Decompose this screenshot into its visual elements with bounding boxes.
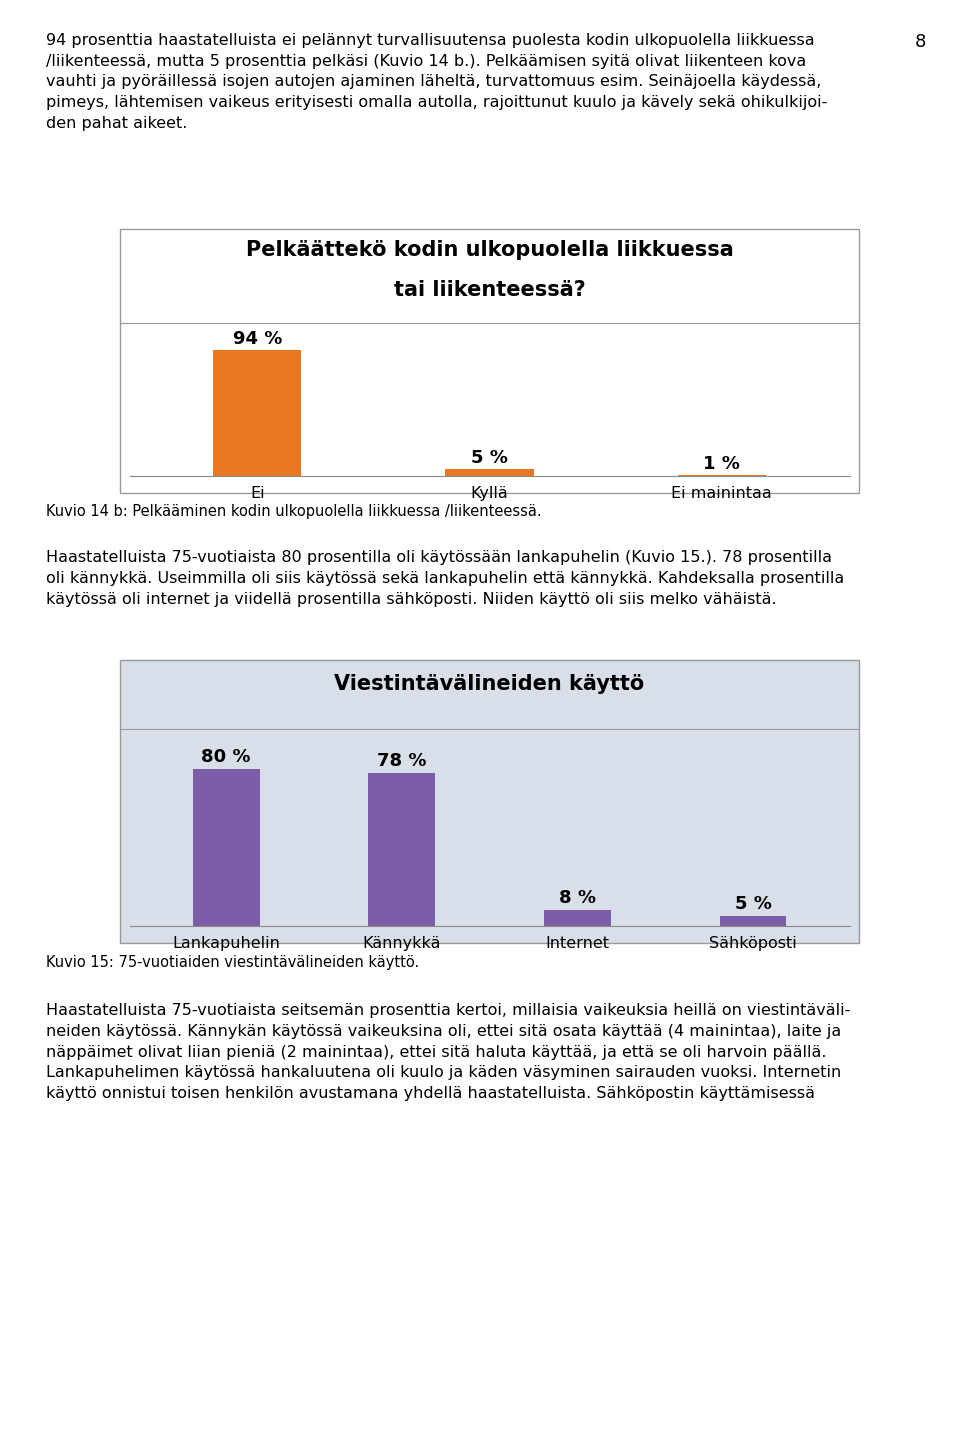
Text: näppäimet olivat liian pieniä (2 mainintaa), ettei sitä haluta käyttää, ja että : näppäimet olivat liian pieniä (2 mainint… (46, 1045, 827, 1059)
Bar (369, 773, 435, 926)
Text: Lankapuhelimen käytössä hankaluutena oli kuulo ja käden väsyminen sairauden vuok: Lankapuhelimen käytössä hankaluutena oli… (46, 1065, 841, 1080)
Text: Kuvio 14 b: Pelkääminen kodin ulkopuolella liikkuessa /liikenteessä.: Kuvio 14 b: Pelkääminen kodin ulkopuolel… (46, 504, 541, 519)
Bar (213, 350, 301, 476)
Text: vauhti ja pyöräillessä isojen autojen ajaminen läheltä, turvattomuus esim. Seinä: vauhti ja pyöräillessä isojen autojen aj… (46, 74, 822, 89)
Text: Pelkäättekö kodin ulkopuolella liikkuessa: Pelkäättekö kodin ulkopuolella liikkuess… (246, 240, 733, 260)
Text: tai liikenteessä?: tai liikenteessä? (394, 280, 586, 300)
Text: 94 %: 94 % (232, 330, 282, 349)
Text: oli kännykkä. Useimmilla oli siis käytössä sekä lankapuhelin että kännykkä. Kahd: oli kännykkä. Useimmilla oli siis käytös… (46, 572, 845, 586)
Text: neiden käytössä. Kännykän käytössä vaikeuksina oli, ettei sitä osata käyttää (4 : neiden käytössä. Kännykän käytössä vaike… (46, 1023, 841, 1039)
Text: Viestintävälineiden käyttö: Viestintävälineiden käyttö (334, 674, 645, 694)
Text: /liikenteessä, mutta 5 prosenttia pelkäsi (Kuvio 14 b.). Pelkäämisen syitä oliva: /liikenteessä, mutta 5 prosenttia pelkäs… (46, 53, 806, 69)
Text: 5 %: 5 % (471, 449, 508, 467)
Text: 8 %: 8 % (559, 889, 596, 907)
Text: pimeys, lähtemisen vaikeus erityisesti omalla autolla, rajoittunut kuulo ja käve: pimeys, lähtemisen vaikeus erityisesti o… (46, 94, 828, 110)
Text: 1 %: 1 % (704, 454, 740, 473)
Bar (445, 469, 534, 476)
Text: Haastatelluista 75-vuotiaista 80 prosentilla oli käytössään lankapuhelin (Kuvio : Haastatelluista 75-vuotiaista 80 prosent… (46, 550, 832, 564)
Text: käyttö onnistui toisen henkilön avustamana yhdellä haastatelluista. Sähköpostin : käyttö onnistui toisen henkilön avustama… (46, 1086, 815, 1100)
Bar (720, 916, 786, 926)
Text: 94 prosenttia haastatelluista ei pelännyt turvallisuutensa puolesta kodin ulkopu: 94 prosenttia haastatelluista ei pelänny… (46, 33, 815, 47)
Bar (193, 769, 259, 926)
Text: 8: 8 (915, 33, 926, 51)
Text: den pahat aikeet.: den pahat aikeet. (46, 116, 187, 130)
Text: käytössä oli internet ja viidellä prosentilla sähköposti. Niiden käyttö oli siis: käytössä oli internet ja viidellä prosen… (46, 592, 777, 606)
Text: 80 %: 80 % (202, 747, 251, 766)
Text: 78 %: 78 % (377, 752, 426, 770)
Text: Kuvio 15: 75-vuotiaiden viestintävälineiden käyttö.: Kuvio 15: 75-vuotiaiden viestintävälinei… (46, 955, 420, 969)
Bar (544, 910, 611, 926)
Text: 5 %: 5 % (734, 895, 772, 913)
Text: Haastatelluista 75-vuotiaista seitsemän prosenttia kertoi, millaisia vaikeuksia : Haastatelluista 75-vuotiaista seitsemän … (46, 1003, 851, 1017)
